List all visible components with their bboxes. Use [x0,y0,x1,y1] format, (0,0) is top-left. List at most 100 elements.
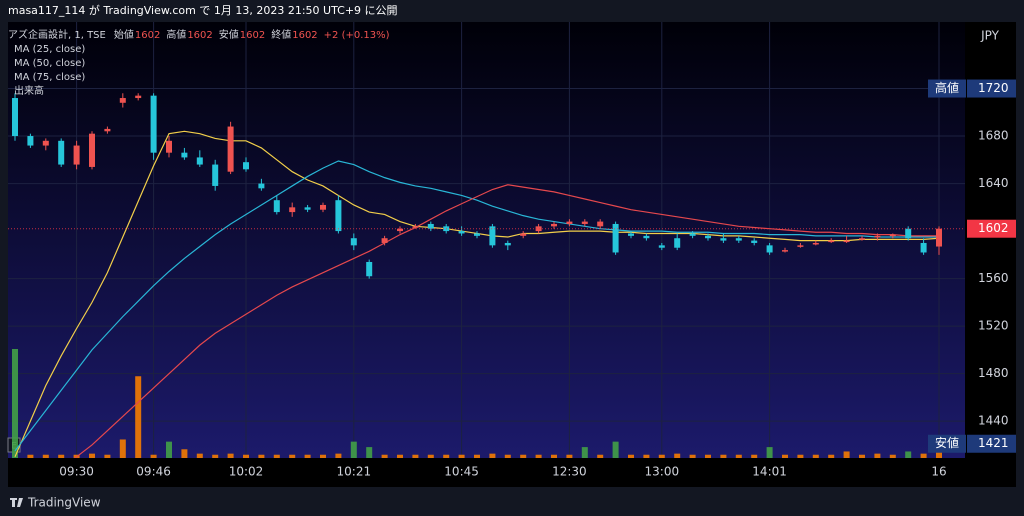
volume-bar [335,453,342,458]
volume-bar [782,454,788,458]
volume-bar [243,454,249,458]
volume-bar [12,349,18,458]
volume-bar [859,454,865,458]
candle-body [243,162,249,170]
candle-body [628,233,634,236]
volume-bar [196,453,203,458]
high-label: 高値 [935,80,959,95]
legend-ohlc-value: 1602 [240,30,265,41]
candle-body [397,228,403,232]
candle-body [566,221,573,224]
legend-ohlc-label: 始値 [114,28,134,41]
x-tick-label: 12:30 [552,465,587,479]
legend-ohlc-value: 1602 [187,30,212,41]
currency: JPY [980,29,1000,43]
volume-bar [689,454,696,458]
plot [8,22,965,458]
footer: TradingView [27,496,101,510]
volume-bar [474,454,480,458]
volume-bar [520,454,527,458]
candle-body [89,133,95,167]
x-tick-label: 09:46 [136,465,171,479]
volume-bar [874,453,881,458]
volume-bar [905,451,912,458]
low-value-box [967,434,1016,453]
volume-bar [643,454,650,458]
volume-bar [427,454,434,458]
candle-body [73,145,80,165]
low-value: 1421 [978,436,1009,450]
legend-ohlc-value: 1602 [292,30,317,41]
volume-bar [150,454,157,458]
volume-bar [566,454,573,458]
legend-ohlc-value: 1602 [135,30,160,41]
legend-series: MA (50, close) [14,58,85,69]
volume-bar [350,441,357,458]
legend-symbol: アズ企画設計, 1, TSE [8,28,106,41]
volume-bar [397,454,403,458]
candle-body [458,231,465,234]
candle-body [42,140,49,146]
high-value-box [967,79,1016,98]
candle-body [735,238,742,241]
y-tick-label: 1560 [978,271,1009,285]
volume-bar [258,454,265,458]
legend-ohlc-label: 高値 [166,28,186,41]
candle-body [905,228,912,239]
candle-body [859,238,865,240]
x-tick-label: 13:00 [645,465,680,479]
candle-body [166,140,172,153]
price-axis [965,22,1016,487]
volume-bar [751,454,758,458]
volume-bar [42,454,49,458]
volume-bar [166,441,172,458]
y-tick-label: 1520 [978,319,1009,333]
footer-logo [10,498,23,507]
candle-body [597,221,604,227]
high-label-box [928,79,966,98]
volume-bar [597,454,604,458]
candle-body [504,242,511,246]
x-tick-label: 14:01 [752,465,787,479]
volume-bar [535,454,542,458]
candle-body [119,98,126,103]
volume-bar [581,447,588,458]
candle-body [581,221,588,224]
volume-bar [135,376,142,458]
candle-body [874,235,881,238]
candle-body [889,234,896,237]
volume-bar [658,454,665,458]
x-tick-label: 10:21 [337,465,372,479]
y-tick-label: 1640 [978,176,1009,190]
volume-bar [27,454,34,458]
candle-body [27,136,34,146]
candle-body [135,95,142,99]
candle-body [551,223,557,227]
x-tick-label: 10:02 [229,465,264,479]
volume-bar [58,454,65,458]
candle-body [535,226,542,232]
volume-bar [320,454,326,458]
volume-bar [412,454,419,458]
candle-body [304,207,311,210]
moving-average [74,184,939,458]
candle-body [366,261,373,277]
y-tick-label: 1440 [978,414,1009,428]
volume-bar [289,454,296,458]
candle-body [674,238,681,248]
volume-bar [628,454,634,458]
volume-bar [889,454,896,458]
candle-body [705,235,711,239]
volume-bar [551,454,557,458]
candle-body [150,95,157,153]
x-tick-label: 16 [931,465,946,479]
volume-bar [705,454,711,458]
volume-bar [504,454,511,458]
candle-body [797,245,804,247]
volume-bar [828,454,835,458]
volume-bar [489,453,496,458]
volume-bar [458,454,465,458]
volume-bar [812,454,819,458]
candle-body [258,183,265,189]
